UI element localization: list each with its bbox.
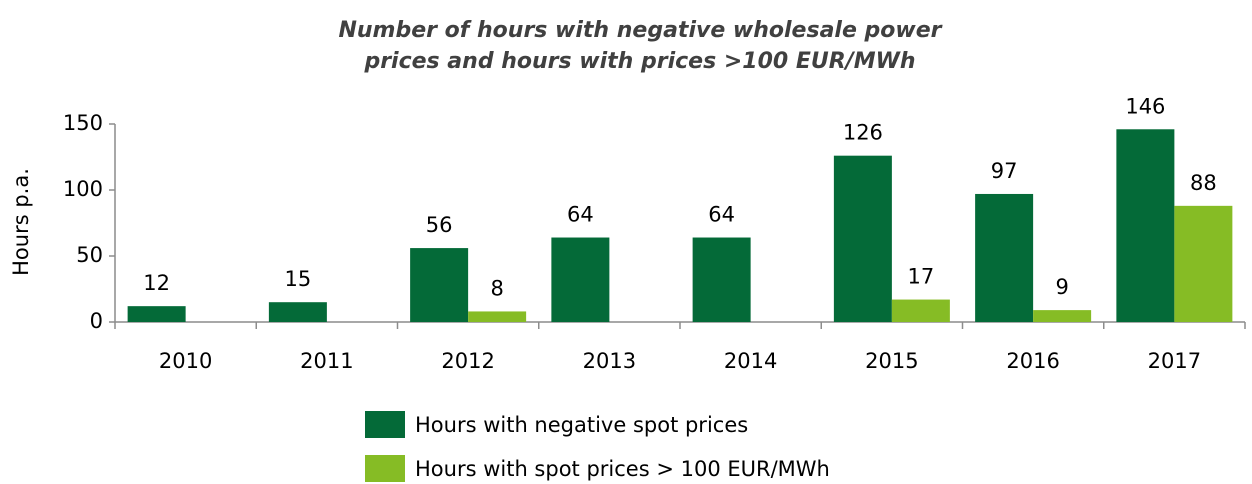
bar <box>833 155 892 322</box>
bar <box>891 299 950 322</box>
bar <box>551 237 610 322</box>
bar <box>1033 310 1092 322</box>
data-label: 12 <box>143 271 170 295</box>
x-tick-label: 2016 <box>1006 349 1059 373</box>
x-tick-label: 2010 <box>159 349 212 373</box>
bar <box>1174 205 1233 322</box>
bar <box>468 311 527 322</box>
x-tick-label: 2015 <box>865 349 918 373</box>
legend-swatch <box>365 411 405 438</box>
legend-label: Hours with spot prices > 100 EUR/MWh <box>415 457 830 481</box>
bar <box>127 306 186 322</box>
x-tick-label: 2014 <box>724 349 777 373</box>
x-tick-label: 2017 <box>1148 349 1201 373</box>
y-axis-label: Hours p.a. <box>9 168 33 276</box>
x-tick-label: 2013 <box>583 349 636 373</box>
data-label: 17 <box>908 265 935 289</box>
chart-title: prices and hours with prices >100 EUR/MW… <box>363 49 915 74</box>
legend-swatch <box>365 455 405 482</box>
bar <box>1116 129 1175 322</box>
y-tick-label: 0 <box>90 309 103 333</box>
y-tick-label: 50 <box>76 243 103 267</box>
y-tick-label: 100 <box>63 177 103 201</box>
y-tick-label: 150 <box>63 111 103 135</box>
data-label: 146 <box>1125 94 1165 118</box>
data-label: 64 <box>567 203 594 227</box>
bar <box>410 248 469 322</box>
data-label: 8 <box>490 276 503 300</box>
data-label: 64 <box>708 203 735 227</box>
data-label: 9 <box>1055 275 1068 299</box>
bar <box>268 302 327 322</box>
bar <box>692 237 751 322</box>
chart-title: Number of hours with negative wholesale … <box>338 18 942 43</box>
data-label: 15 <box>285 267 312 291</box>
data-label: 126 <box>843 121 883 145</box>
x-tick-label: 2011 <box>300 349 353 373</box>
data-label: 97 <box>991 159 1018 183</box>
x-tick-label: 2012 <box>441 349 494 373</box>
data-label: 56 <box>426 213 453 237</box>
data-label: 88 <box>1190 171 1217 195</box>
bar <box>975 193 1034 322</box>
legend-label: Hours with negative spot prices <box>415 413 748 437</box>
